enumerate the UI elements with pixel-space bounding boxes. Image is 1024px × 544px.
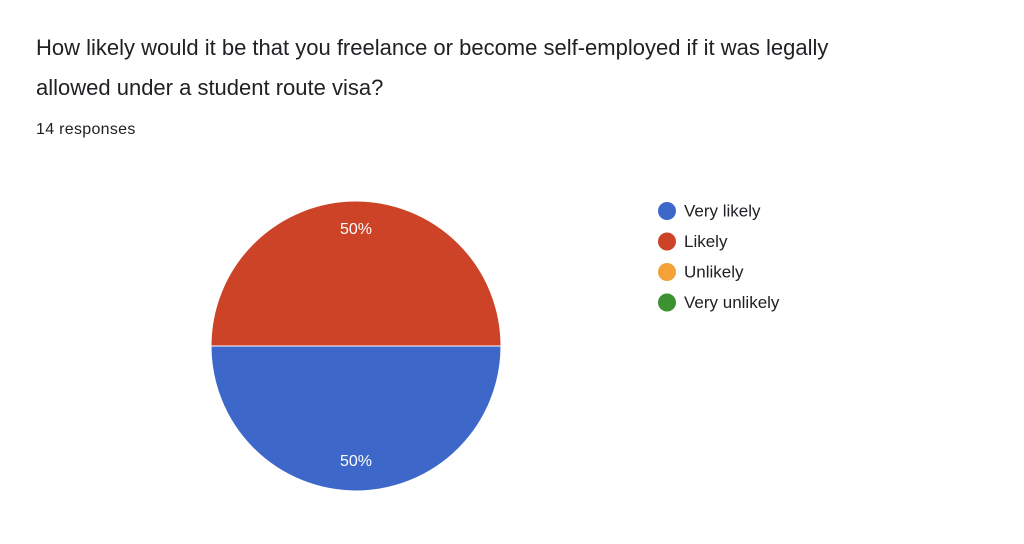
chart-subtitle: 14 responses: [36, 121, 136, 138]
legend-marker: [658, 263, 676, 281]
legend-label: Likely: [684, 232, 728, 251]
legend-marker: [658, 232, 676, 251]
data-label: 50%: [340, 221, 372, 238]
data-label: 50%: [340, 453, 372, 470]
legend-marker: [658, 202, 676, 220]
legend-label: Very unlikely: [684, 293, 780, 312]
legend-label: Very likely: [684, 201, 761, 220]
chart-title: How likely would it be that you freelanc…: [36, 35, 829, 100]
pie-slice: [210, 200, 502, 347]
legend-marker: [658, 293, 676, 312]
legend-label: Unlikely: [684, 262, 744, 281]
pie-slice: [210, 345, 502, 492]
